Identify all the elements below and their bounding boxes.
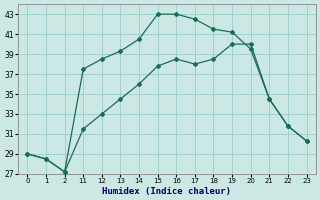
X-axis label: Humidex (Indice chaleur): Humidex (Indice chaleur) bbox=[102, 187, 231, 196]
